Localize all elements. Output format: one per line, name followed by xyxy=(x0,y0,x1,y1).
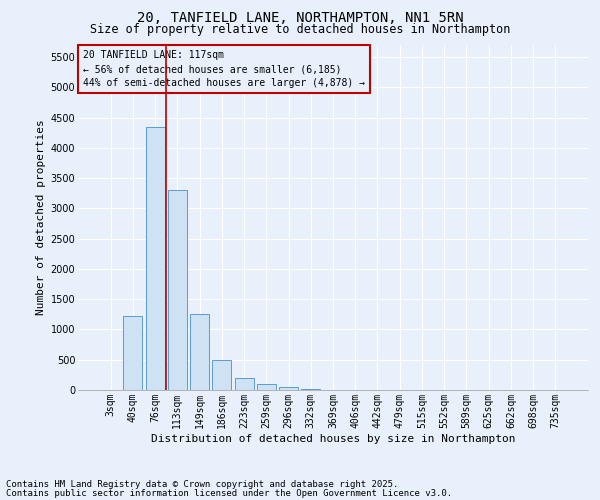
Text: Contains HM Land Registry data © Crown copyright and database right 2025.: Contains HM Land Registry data © Crown c… xyxy=(6,480,398,489)
Text: 20 TANFIELD LANE: 117sqm
← 56% of detached houses are smaller (6,185)
44% of sem: 20 TANFIELD LANE: 117sqm ← 56% of detach… xyxy=(83,50,365,88)
Y-axis label: Number of detached properties: Number of detached properties xyxy=(37,120,46,316)
X-axis label: Distribution of detached houses by size in Northampton: Distribution of detached houses by size … xyxy=(151,434,515,444)
Bar xyxy=(235,378,254,390)
Bar xyxy=(146,126,164,390)
Bar xyxy=(279,387,298,390)
Text: Size of property relative to detached houses in Northampton: Size of property relative to detached ho… xyxy=(90,24,510,36)
Text: 20, TANFIELD LANE, NORTHAMPTON, NN1 5RN: 20, TANFIELD LANE, NORTHAMPTON, NN1 5RN xyxy=(137,12,463,26)
Text: Contains public sector information licensed under the Open Government Licence v3: Contains public sector information licen… xyxy=(6,488,452,498)
Bar xyxy=(168,190,187,390)
Bar xyxy=(124,316,142,390)
Bar xyxy=(257,384,276,390)
Bar xyxy=(190,314,209,390)
Bar xyxy=(301,389,320,390)
Bar xyxy=(212,360,231,390)
